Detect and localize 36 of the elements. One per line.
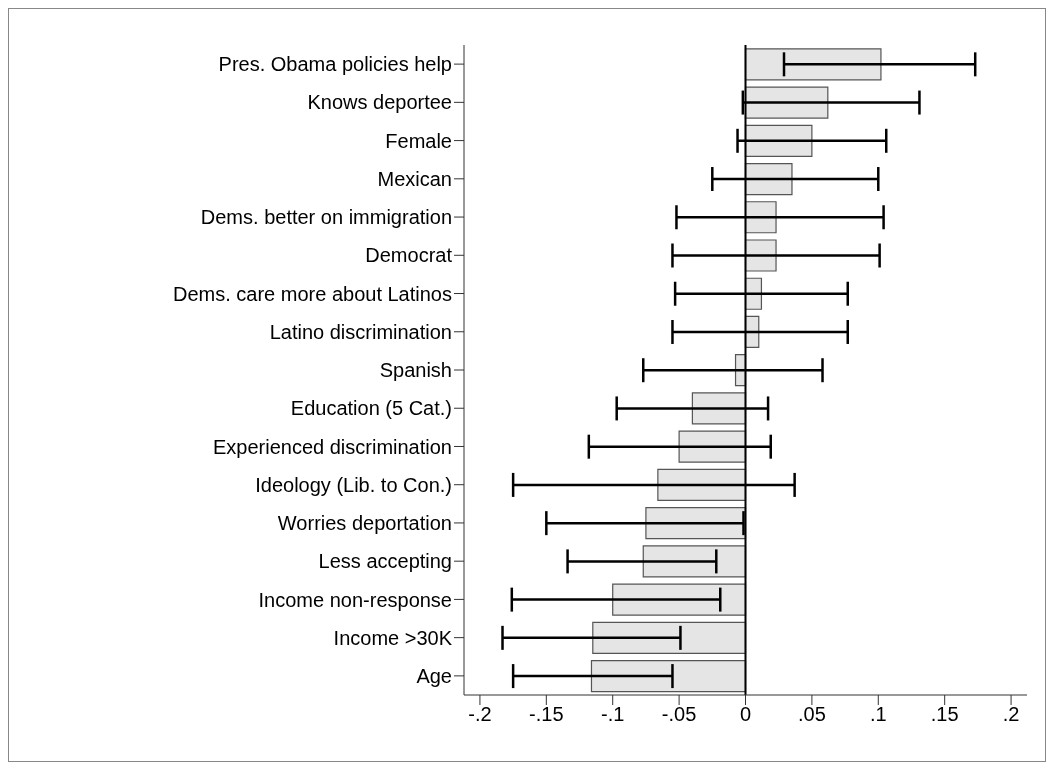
bar [592,621,747,654]
bar [691,392,747,425]
y-tick-label: Income non-response [258,588,452,611]
y-tick-label: Pres. Obama policies help [218,53,452,76]
y-tick-label: Spanish [379,359,452,382]
y-tick-label: Less accepting [318,550,452,573]
y-tick-label: Mexican [377,167,452,190]
y-tick-label: Democrat [365,244,453,267]
y-tick-label: Latino discrimination [269,320,452,343]
y-tick-label: Ideology (Lib. to Con.) [255,473,452,496]
bar [744,124,813,157]
bar [744,48,882,81]
bar [645,507,747,540]
bar [612,583,747,616]
y-tick-label: Income >30K [333,626,453,649]
y-tick-label: Female [385,129,452,152]
x-tick-label: -.2 [468,703,492,726]
bar [642,545,747,578]
y-tick-label: Knows deportee [307,91,452,114]
x-tick-label: .15 [930,703,959,726]
x-tick-label: -.1 [601,703,625,726]
x-tick-label: .05 [797,703,826,726]
x-tick-label: .1 [869,703,887,726]
x-tick-label: -.15 [529,703,564,726]
bar [590,659,747,693]
y-tick-label: Worries deportation [277,512,452,535]
bar [744,162,793,196]
bar [657,468,747,502]
y-tick-label: Dems. care more about Latinos [172,282,452,305]
y-tick-label: Age [416,664,452,687]
x-tick-label: 0 [739,703,752,726]
y-tick-label: Experienced discrimination [212,435,452,458]
y-tick-label: Education (5 Cat.) [290,397,452,420]
x-tick-label: .2 [1002,703,1020,726]
x-tick-label: -.05 [661,703,697,726]
y-tick-label: Dems. better on immigration [200,206,452,229]
